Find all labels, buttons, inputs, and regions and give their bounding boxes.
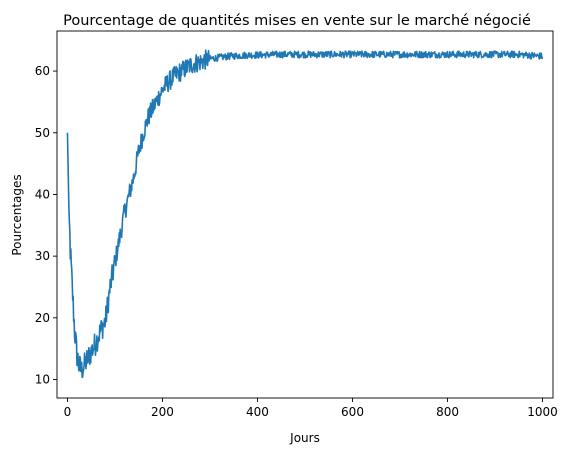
x-tick-label: 400 [246, 405, 269, 419]
chart-title: Pourcentage de quantités mises en vente … [63, 13, 531, 29]
x-tick-label: 800 [436, 405, 459, 419]
x-axis: 0 200 400 600 800 1000 [64, 398, 558, 419]
y-axis: 10 20 30 40 50 60 [35, 64, 57, 386]
x-tick-label: 600 [341, 405, 364, 419]
y-axis-label: Pourcentages [10, 174, 24, 255]
x-tick-label: 200 [151, 405, 174, 419]
x-tick-label: 1000 [527, 405, 558, 419]
plot-area [57, 31, 553, 398]
x-axis-label: Jours [289, 431, 320, 445]
y-tick-label: 40 [35, 187, 50, 201]
y-tick-label: 50 [35, 126, 50, 140]
y-tick-label: 60 [35, 64, 50, 78]
y-tick-label: 30 [35, 249, 50, 263]
y-tick-label: 10 [35, 372, 50, 386]
y-tick-label: 20 [35, 311, 50, 325]
series-line [67, 50, 542, 377]
x-tick-label: 0 [64, 405, 72, 419]
